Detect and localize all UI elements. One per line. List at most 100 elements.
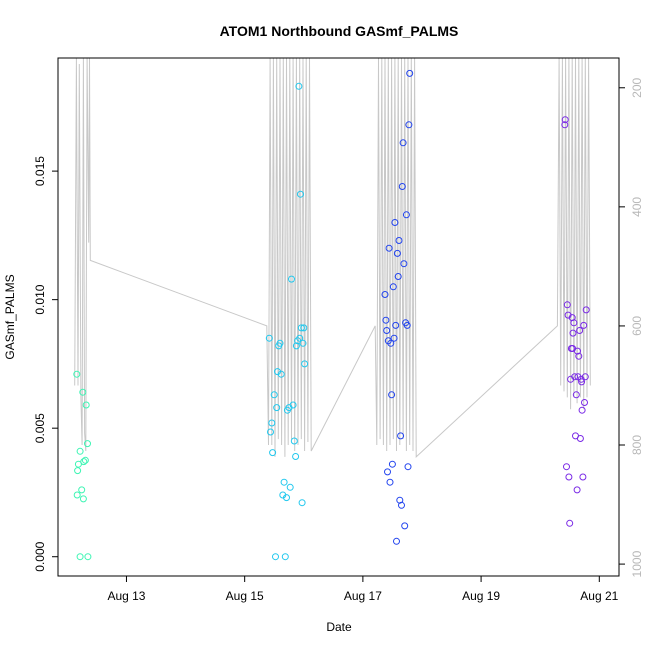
- data-point: [574, 347, 581, 355]
- data-point: [405, 121, 413, 129]
- data-point: [84, 553, 92, 561]
- data-point: [580, 321, 588, 329]
- right-tick-label: 1000: [630, 550, 644, 577]
- data-point: [401, 522, 409, 530]
- x-axis: Aug 13 Aug 15 Aug 17 Aug 19 Aug 21: [107, 576, 619, 603]
- data-point: [388, 460, 396, 468]
- data-point: [297, 190, 304, 198]
- data-point: [563, 301, 571, 309]
- data-point: [578, 378, 586, 386]
- data-point: [84, 440, 91, 448]
- data-point: [391, 219, 399, 226]
- data-point: [272, 553, 279, 561]
- data-point: [276, 339, 284, 347]
- x-tick-label: Aug 13: [107, 589, 145, 603]
- data-point: [297, 324, 305, 332]
- data-point: [581, 373, 589, 381]
- data-point: [270, 391, 278, 399]
- data-point: [296, 334, 304, 342]
- data-point: [383, 327, 391, 334]
- data-point: [295, 82, 303, 90]
- right-tick-label: 600: [630, 316, 644, 336]
- y-tick-label: 0.005: [33, 413, 47, 443]
- data-point: [292, 453, 300, 460]
- pressure-trace-line: [74, 57, 591, 459]
- data-points-layer: [73, 69, 590, 561]
- data-point: [73, 370, 81, 378]
- data-point: [390, 334, 398, 342]
- data-point: [80, 458, 88, 466]
- y-tick-label: 0.015: [33, 156, 47, 186]
- data-point: [273, 404, 281, 412]
- data-point: [404, 463, 412, 471]
- data-point: [73, 491, 81, 499]
- data-point: [403, 321, 411, 329]
- pressure-trace-layer: [74, 57, 591, 459]
- data-point: [298, 499, 306, 507]
- data-point: [394, 273, 402, 280]
- right-tick-label: 200: [630, 77, 644, 97]
- data-point: [79, 388, 87, 396]
- y-tick-label: 0.010: [33, 284, 47, 314]
- data-point: [76, 553, 84, 561]
- data-point: [579, 473, 587, 481]
- data-point: [392, 321, 400, 329]
- data-point: [393, 537, 400, 545]
- data-point: [389, 283, 397, 291]
- data-point: [384, 468, 391, 476]
- data-point: [381, 291, 389, 298]
- data-point: [572, 391, 580, 399]
- data-point: [576, 435, 584, 442]
- data-point: [268, 419, 276, 427]
- data-point: [387, 339, 395, 347]
- data-point: [283, 494, 290, 502]
- data-point: [81, 456, 89, 464]
- data-point: [289, 401, 297, 409]
- data-point: [382, 316, 390, 324]
- plot-frame: [57, 57, 620, 577]
- data-point: [561, 121, 569, 129]
- x-tick-label: Aug 19: [462, 589, 500, 603]
- data-point: [74, 467, 82, 475]
- data-point: [269, 449, 277, 457]
- data-point: [398, 183, 406, 190]
- data-point: [290, 437, 298, 445]
- data-point: [79, 495, 87, 503]
- data-point: [301, 360, 309, 368]
- data-point: [582, 306, 590, 314]
- data-point: [82, 401, 90, 409]
- data-point: [398, 501, 405, 509]
- data-point: [74, 460, 82, 468]
- data-point: [400, 260, 408, 268]
- data-point: [402, 211, 410, 219]
- data-point: [76, 447, 84, 455]
- data-point: [386, 478, 394, 486]
- data-point: [393, 249, 401, 257]
- data-point: [563, 463, 570, 471]
- y-axis: 0.000 0.005 0.010 0.015: [33, 156, 58, 572]
- data-point: [385, 244, 393, 252]
- data-point: [388, 391, 396, 399]
- data-point: [395, 237, 403, 244]
- data-point: [292, 342, 300, 350]
- data-point: [280, 478, 288, 486]
- data-point: [575, 352, 583, 360]
- y-tick-label: 0.000: [33, 541, 47, 571]
- data-point: [581, 399, 588, 406]
- data-point: [561, 116, 569, 124]
- right-tick-label: 800: [630, 435, 644, 455]
- data-point: [576, 327, 584, 334]
- data-point: [286, 483, 294, 491]
- data-point: [569, 329, 577, 337]
- x-tick-label: Aug 17: [344, 589, 382, 603]
- x-axis-label: Date: [326, 620, 352, 634]
- data-point: [300, 324, 308, 332]
- data-point: [397, 432, 405, 440]
- data-point: [399, 139, 407, 147]
- data-point: [578, 406, 586, 414]
- data-point: [288, 275, 295, 283]
- data-point: [571, 373, 579, 381]
- chart-title: ATOM1 Northbound GASmf_PALMS: [220, 23, 459, 39]
